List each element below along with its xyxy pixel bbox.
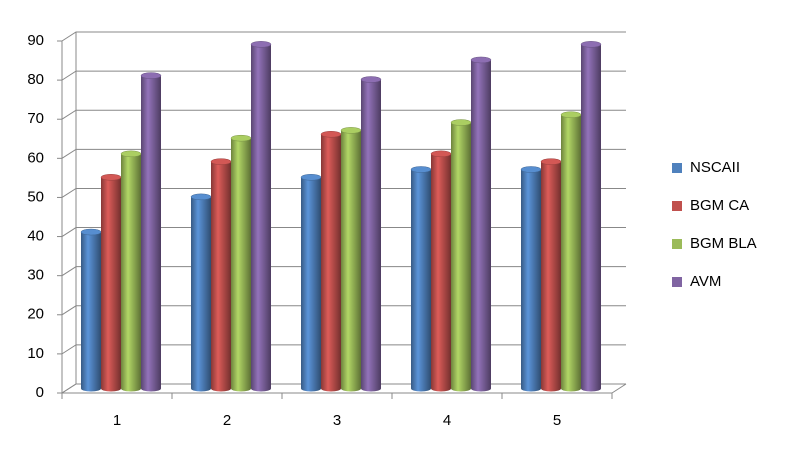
bar	[540, 158, 562, 392]
bar-top	[470, 56, 492, 64]
bar	[470, 56, 492, 392]
bar	[430, 150, 452, 392]
grid-line	[61, 148, 626, 159]
y-tick-label: 40	[27, 228, 44, 245]
bar-body	[521, 169, 541, 392]
x-tick-label: 5	[553, 412, 561, 429]
legend-swatch	[672, 201, 682, 211]
bar-top	[360, 76, 382, 83]
y-tick-label: 20	[27, 306, 44, 323]
bar-top	[100, 174, 122, 181]
legend-swatch	[672, 277, 682, 287]
bar-top	[520, 166, 542, 173]
bar	[560, 111, 582, 392]
x-tick-label: 1	[113, 412, 121, 429]
bar-body	[541, 161, 561, 392]
bar	[340, 127, 362, 392]
bar	[140, 72, 162, 392]
bar	[320, 131, 342, 392]
grid-line	[61, 109, 626, 120]
bar-body	[81, 232, 101, 392]
bar-top	[560, 111, 582, 118]
bar	[450, 119, 472, 392]
bar	[580, 41, 602, 392]
bar-body	[321, 134, 342, 392]
bar	[120, 150, 142, 392]
y-tick-label: 50	[27, 188, 44, 205]
bar-body	[431, 153, 451, 392]
legend-label: AVM	[690, 273, 721, 290]
y-tick-label: 70	[27, 110, 44, 127]
bar-body	[211, 161, 231, 392]
bar-body	[191, 196, 211, 392]
bar-top	[410, 166, 432, 173]
y-tick-label: 60	[27, 149, 44, 166]
bar-top	[190, 193, 212, 201]
bar-top	[120, 150, 142, 158]
legend-swatch	[672, 163, 682, 173]
bar	[210, 158, 232, 392]
bar-body	[251, 44, 271, 392]
x-tick-label: 2	[223, 412, 231, 429]
bar-body	[231, 138, 251, 392]
bar	[230, 134, 252, 392]
y-tick-label: 30	[27, 267, 44, 284]
legend-label: NSCAII	[690, 159, 740, 176]
bar	[80, 228, 102, 392]
bar-body	[581, 44, 601, 392]
y-tick-label: 80	[27, 71, 44, 88]
bar-top	[140, 72, 162, 79]
legend-swatch	[672, 239, 682, 249]
bar-top	[300, 174, 322, 181]
bar-body	[361, 79, 381, 392]
bar	[300, 174, 322, 392]
x-tick-label: 4	[443, 412, 451, 429]
y-tick-label: 90	[27, 32, 44, 49]
bar-body	[341, 130, 362, 392]
bar	[100, 174, 122, 392]
bar-top	[230, 134, 252, 142]
bar	[410, 166, 432, 392]
x-tick-label: 3	[333, 412, 341, 429]
bar-top	[540, 158, 562, 165]
bar-body	[121, 153, 141, 392]
bar-body	[561, 114, 581, 392]
x-axis-right	[611, 383, 627, 394]
bar	[520, 166, 542, 392]
bar-body	[451, 122, 471, 392]
bar-top	[80, 228, 102, 236]
legend-label: BGM CA	[690, 197, 749, 214]
grid-line	[61, 70, 626, 81]
bar-top	[340, 127, 362, 134]
bar-top	[580, 41, 602, 48]
legend-label: BGM BLA	[690, 235, 757, 252]
bar-body	[101, 177, 121, 392]
bar-body	[411, 169, 432, 392]
bar	[360, 76, 382, 392]
y-tick-label: 10	[27, 345, 44, 362]
bar-top	[430, 150, 452, 158]
bar-top	[250, 41, 272, 48]
bar-body	[301, 177, 321, 392]
bar-body	[471, 59, 491, 392]
bar	[190, 193, 212, 392]
bar-top	[450, 119, 472, 126]
y-tick-label: 0	[36, 384, 44, 401]
bar-top	[320, 131, 342, 138]
bar-body	[141, 75, 161, 392]
bar	[250, 41, 272, 392]
bar-top	[210, 158, 232, 165]
grid-line	[61, 31, 626, 42]
